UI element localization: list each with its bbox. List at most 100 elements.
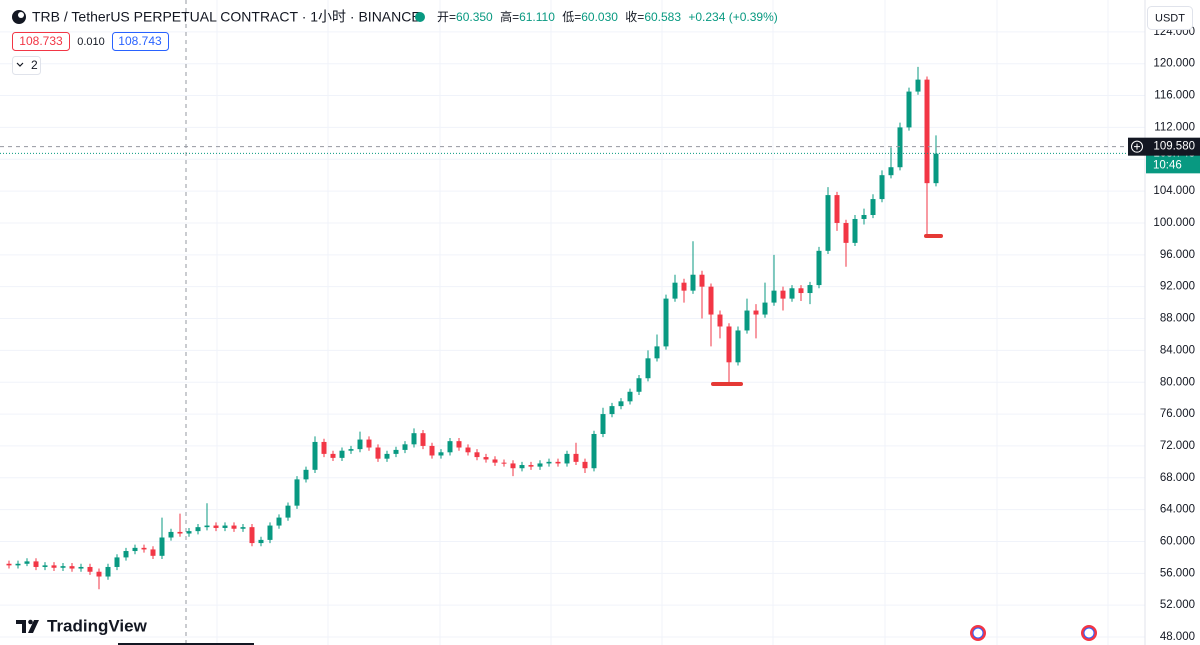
candle-body [492,459,498,463]
candle-body [168,531,174,538]
candle-body [600,414,606,434]
candle-body [276,517,282,526]
countdown: 10:46 [1153,159,1182,171]
y-tick-label: 92.000 [1160,281,1195,293]
candle-body [816,250,822,286]
candle-body [87,566,93,572]
candle-body [141,547,147,550]
candle-body [195,527,201,532]
candle-body [294,479,300,506]
candle-body [348,449,354,451]
market-status [415,12,425,22]
candle-body [150,549,156,556]
ask: 108.743 [118,34,162,48]
y-tick-label: 120.000 [1153,58,1195,70]
y-tick-label: 68.000 [1160,472,1195,484]
y-tick-label: 56.000 [1160,567,1195,579]
crosshair-price: 109.580 [1153,141,1195,153]
ohlc-label: 高= [500,9,519,24]
indicator-count: 2 [31,58,38,72]
currency: USDT [1155,12,1185,24]
candle-body [240,527,246,529]
event-flag-inner [972,627,984,639]
sell-box[interactable] [12,32,70,51]
candle-body [33,561,39,567]
candle-body [519,465,525,469]
candle-body [897,127,903,168]
candle-body [573,453,579,462]
ohlc-value: 60.583 [644,10,681,24]
candle-body [339,450,345,458]
candle-body [609,406,615,415]
candle-body [924,79,930,184]
add-alert-icon[interactable] [1131,140,1143,153]
candle-body [51,565,57,568]
candle-body [24,561,30,564]
y-tick-label: 84.000 [1160,344,1195,356]
currency-button[interactable] [1147,6,1193,30]
candle-body [330,453,336,458]
candle-body [204,525,210,528]
y-tick-label: 104.000 [1153,185,1195,197]
candle-body [564,453,570,464]
candle-body [870,199,876,215]
y-tick-label: 52.000 [1160,599,1195,611]
candle-body [393,449,399,454]
candle-body [303,469,309,480]
change: +0.234 (+0.39%) [688,10,777,24]
candle-body [879,175,885,200]
time-grid [216,0,1109,645]
candle-body [42,565,48,567]
candle-body [510,463,516,469]
candle-body [501,462,507,464]
logo-mark [28,620,39,633]
candle-body [447,441,453,453]
candle-body [555,461,561,464]
ohlc-value: 60.350 [456,10,493,24]
ohlc-label: 低= [562,10,581,24]
candle-body [213,525,219,528]
candle-body [411,433,417,445]
y-tick-label: 100.000 [1153,217,1195,229]
candle-body [627,391,633,402]
crosshair-label-bg [1128,137,1200,156]
candle-body [420,433,426,446]
symbol-icon-inner [18,12,24,18]
y-tick-label: 112.000 [1154,121,1195,133]
candle-body [888,167,894,176]
logo: TradingView [16,616,148,635]
candle-body [474,452,480,458]
candle-body [807,285,813,294]
candle-body [780,290,786,299]
candle-body [861,215,867,219]
candle-body [375,447,381,459]
candle-body [159,537,165,556]
candle-body [123,551,129,558]
chevron [16,62,24,67]
ohlc-value: 60.030 [581,10,618,24]
candle-body [105,566,111,577]
ohlc-label: 开= [437,10,456,24]
candle-body [438,452,444,456]
candle-body [60,566,66,568]
candle-body [744,310,750,331]
candle-body [591,433,597,469]
y-tick-label: 60.000 [1160,536,1195,548]
candle-body [636,378,642,392]
ohlc-label: 收= [625,10,644,24]
indicator-toggle[interactable] [12,56,41,75]
candle-body [114,557,120,567]
candle-body [6,563,12,566]
y-tick-label: 96.000 [1160,249,1195,261]
candle-body [834,195,840,223]
buy-box[interactable] [112,32,169,51]
candle-body [825,195,831,251]
y-tick-label: 88.000 [1160,313,1195,325]
y-tick-label: 116.000 [1154,90,1195,102]
candle-body [708,286,714,315]
candle-body [357,439,363,450]
candle-body [15,563,21,566]
y-tick-label: 72.000 [1160,440,1195,452]
